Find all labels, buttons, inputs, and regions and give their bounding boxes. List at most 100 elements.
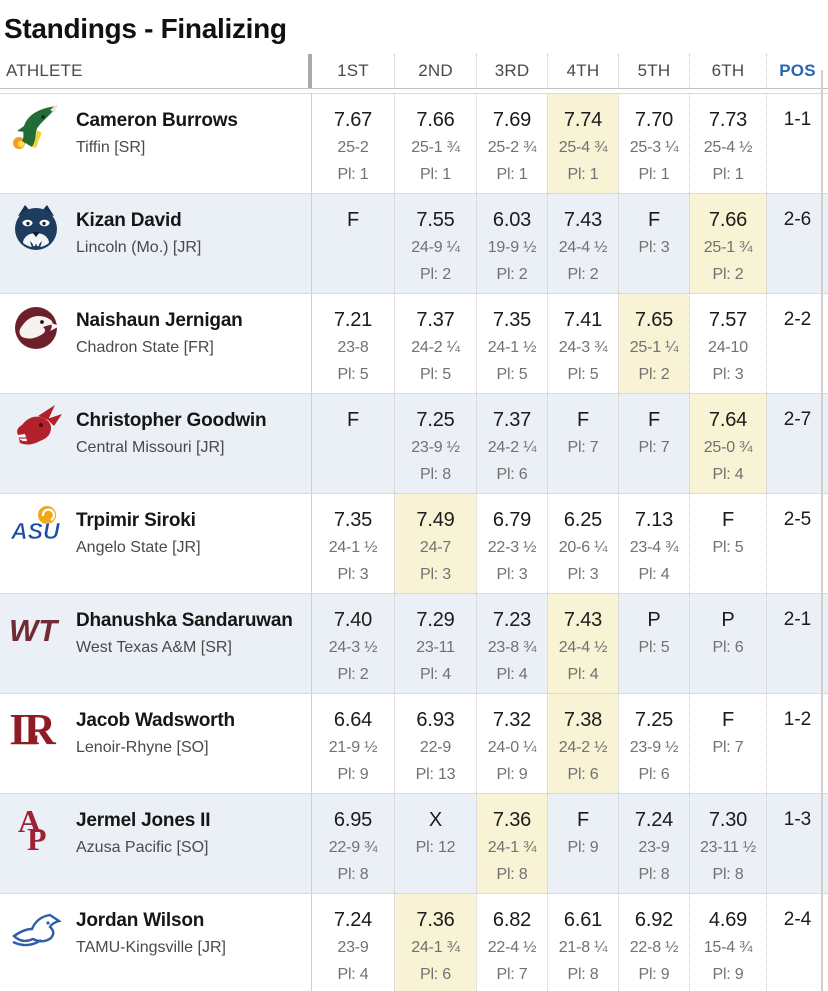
attempt-mark: F: [346, 209, 360, 231]
column-header-round-3rd: 3RD: [476, 54, 547, 88]
athlete-name: Cameron Burrows: [76, 110, 238, 131]
attempt-distance: 24-1 ½: [328, 539, 378, 556]
table-row[interactable]: Jordan Wilson TAMU-Kingsville [JR] 7.24 23-…: [0, 893, 828, 991]
attempt-cell-round-2: X Pl: 12: [394, 794, 476, 893]
attempt-cell-round-3: 7.36 24-1 ¾ Pl: 8: [476, 794, 547, 893]
attempt-place: Pl: 2: [419, 266, 452, 283]
column-header-pos: POS: [766, 54, 828, 88]
standings-header: ATHLETE 1ST 2ND 3RD 4TH 5TH 6TH POS: [0, 54, 828, 89]
attempt-mark: 7.37: [416, 309, 455, 331]
attempt-cell-round-2: 7.36 24-1 ¾ Pl: 6: [394, 894, 476, 991]
attempt-mark: 7.43: [563, 209, 603, 231]
table-row[interactable]: Cameron Burrows Tiffin [SR] 7.67 25-2 Pl: 1 7…: [0, 93, 828, 193]
angelo-state-asu-logo: ASU: [10, 502, 62, 554]
attempt-cell-round-6: 7.66 25-1 ¾ Pl: 2: [689, 194, 766, 293]
attempt-place: Pl: 2: [496, 266, 528, 283]
attempt-cell-round-6: P Pl: 6: [689, 594, 766, 693]
attempt-place: Pl: 5: [712, 539, 744, 556]
attempt-mark: 7.64: [708, 409, 748, 431]
attempt-cell-round-1: 7.21 23-8 Pl: 5: [312, 294, 394, 393]
athlete-name: Jermel Jones II: [76, 810, 211, 831]
athlete-cell[interactable]: L R Jacob Wadsworth Lenoir-Rhyne [SO]: [0, 694, 312, 793]
athlete-cell[interactable]: WT Dhanushka Sandaruwan West Texas A&M [SR…: [0, 594, 312, 693]
attempt-place: Pl: 3: [496, 566, 528, 583]
athlete-cell[interactable]: Kizan David Lincoln (Mo.) [JR]: [0, 194, 312, 293]
attempt-mark: 6.25: [563, 509, 603, 531]
table-row[interactable]: ASU Trpimir Siroki Angelo State [JR] 7.35 24…: [0, 493, 828, 593]
attempt-distance: 25-2: [337, 139, 369, 156]
attempt-cell-round-2: 7.66 25-1 ¾ Pl: 1: [394, 94, 476, 193]
attempt-distance: 23-8 ¾: [487, 639, 537, 656]
athlete-cell[interactable]: Naishaun Jernigan Chadron State [FR]: [0, 294, 312, 393]
attempt-cell-round-5: 7.24 23-9 Pl: 8: [618, 794, 689, 893]
attempt-distance: 24-1 ¾: [487, 839, 537, 856]
svg-text:R: R: [24, 705, 57, 754]
attempt-mark: 7.21: [333, 309, 373, 331]
attempt-distance: 15-4 ¾: [703, 939, 753, 956]
attempt-mark: 7.66: [708, 209, 748, 231]
attempt-mark: 7.67: [333, 109, 373, 131]
attempt-cell-round-4: 7.74 25-4 ¾ Pl: 1: [547, 94, 618, 193]
attempt-place: Pl: 8: [567, 966, 599, 983]
page-title: Standings - Finalizing: [4, 13, 287, 44]
attempt-place: Pl: 4: [712, 466, 744, 483]
athlete-name: Christopher Goodwin: [76, 410, 267, 431]
attempt-mark: 7.30: [708, 809, 748, 831]
table-row[interactable]: Naishaun Jernigan Chadron State [FR] 7.21 2…: [0, 293, 828, 393]
attempt-place: Pl: 5: [567, 366, 599, 383]
position-cell: 1-2: [766, 694, 828, 793]
position-cell: 1-3: [766, 794, 828, 893]
attempt-place: Pl: 7: [712, 739, 744, 756]
attempt-place: Pl: 1: [496, 166, 528, 183]
attempt-distance: 24-3 ¾: [558, 339, 608, 356]
attempt-distance: 22-4 ½: [487, 939, 537, 956]
table-row[interactable]: WT Dhanushka Sandaruwan West Texas A&M [SR…: [0, 593, 828, 693]
table-right-border: [821, 70, 823, 991]
attempt-mark: 7.49: [416, 509, 455, 531]
athlete-team: West Texas A&M [SR]: [76, 639, 232, 656]
athlete-name: Trpimir Siroki: [76, 510, 196, 531]
attempt-distance: 25-3 ¼: [629, 139, 679, 156]
attempt-cell-round-4: 7.41 24-3 ¾ Pl: 5: [547, 294, 618, 393]
attempt-cell-round-4: 6.61 21-8 ¼ Pl: 8: [547, 894, 618, 991]
attempt-place: Pl: 1: [419, 166, 452, 183]
athlete-cell[interactable]: Cameron Burrows Tiffin [SR]: [0, 94, 312, 193]
attempt-place: Pl: 8: [712, 866, 744, 883]
athlete-info: Christopher Goodwin Central Missouri [JR]: [76, 402, 267, 493]
athlete-cell[interactable]: ASU Trpimir Siroki Angelo State [JR]: [0, 494, 312, 593]
athlete-team: Lincoln (Mo.) [JR]: [76, 239, 202, 256]
athlete-name: Naishaun Jernigan: [76, 310, 243, 331]
chadron-eagle-logo: [10, 302, 62, 354]
table-row[interactable]: Christopher Goodwin Central Missouri [JR]…: [0, 393, 828, 493]
attempt-distance: 25-1 ¾: [703, 239, 753, 256]
athlete-cell[interactable]: A P Jermel Jones II Azusa Pacific [SO]: [0, 794, 312, 893]
table-row[interactable]: A P Jermel Jones II Azusa Pacific [SO] 6.95 2…: [0, 793, 828, 893]
athlete-cell[interactable]: Christopher Goodwin Central Missouri [JR]: [0, 394, 312, 493]
attempt-place: Pl: 2: [337, 666, 369, 683]
attempt-cell-round-1: F: [312, 394, 394, 493]
table-row[interactable]: L R Jacob Wadsworth Lenoir-Rhyne [SO] 6.64 21…: [0, 693, 828, 793]
athlete-name: Dhanushka Sandaruwan: [76, 610, 293, 631]
attempt-cell-round-2: 7.29 23-11 Pl: 4: [394, 594, 476, 693]
athlete-info: Trpimir Siroki Angelo State [JR]: [76, 502, 201, 593]
attempt-place: Pl: 8: [496, 866, 528, 883]
attempt-mark: 6.95: [333, 809, 373, 831]
attempt-cell-round-1: 7.40 24-3 ½ Pl: 2: [312, 594, 394, 693]
attempt-distance: 19-9 ½: [487, 239, 537, 256]
attempt-distance: 24-1 ¾: [411, 939, 460, 956]
position-cell: 1-1: [766, 94, 828, 193]
attempt-place: Pl: 13: [415, 766, 456, 783]
attempt-mark: 7.36: [416, 909, 455, 931]
athlete-info: Dhanushka Sandaruwan West Texas A&M [SR]: [76, 602, 293, 693]
attempt-cell-round-4: 7.43 24-4 ½ Pl: 2: [547, 194, 618, 293]
athlete-info: Jordan Wilson TAMU-Kingsville [JR]: [76, 902, 226, 991]
attempt-mark: P: [721, 609, 735, 631]
table-row[interactable]: Kizan David Lincoln (Mo.) [JR] F 7.55 24-9 ¼…: [0, 193, 828, 293]
attempt-cell-round-5: 7.70 25-3 ¼ Pl: 1: [618, 94, 689, 193]
svg-text:WT: WT: [10, 613, 60, 648]
attempt-place: Pl: 5: [337, 366, 369, 383]
attempt-cell-round-1: 7.35 24-1 ½ Pl: 3: [312, 494, 394, 593]
athlete-cell[interactable]: Jordan Wilson TAMU-Kingsville [JR]: [0, 894, 312, 991]
attempt-distance: 25-1 ¾: [411, 139, 460, 156]
position-cell: 2-6: [766, 194, 828, 293]
